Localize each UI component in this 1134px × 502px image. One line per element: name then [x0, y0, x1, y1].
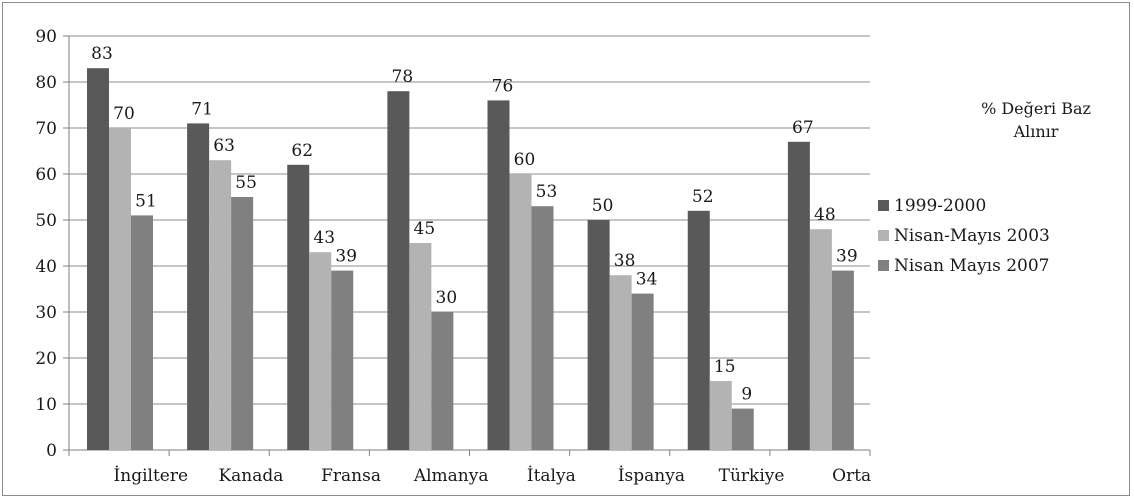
- data-label: 70: [113, 104, 135, 124]
- bar: [687, 210, 710, 450]
- data-label: 67: [792, 118, 814, 138]
- y-tick-label: 10: [35, 395, 57, 415]
- data-label: 34: [636, 270, 658, 290]
- bar: [131, 215, 153, 450]
- x-category-label: Orta: [832, 466, 871, 486]
- bar: [109, 128, 131, 450]
- data-label: 30: [436, 288, 458, 308]
- data-label: 55: [235, 173, 257, 193]
- data-label: 39: [836, 247, 858, 267]
- legend-label: Nisan Mayıs 2007: [894, 256, 1050, 276]
- legend-title-line-1: % Değeri Baz: [981, 99, 1091, 118]
- legend-layer: % Değeri Baz Alınır 1999-2000 Nisan-Mayıs…: [878, 99, 1091, 276]
- y-tick-label: 30: [35, 303, 57, 323]
- bar: [309, 252, 332, 450]
- legend-swatch: [878, 200, 889, 211]
- data-label: 51: [135, 191, 157, 211]
- data-label: 50: [592, 196, 614, 216]
- bar: [431, 312, 454, 450]
- bar: [387, 91, 410, 450]
- data-label: 43: [313, 228, 335, 248]
- bar: [231, 197, 254, 450]
- x-category-label: İspanya: [618, 465, 685, 486]
- x-category-label: Türkiye: [719, 466, 785, 486]
- data-label: 48: [814, 205, 836, 225]
- data-label: 62: [291, 141, 313, 161]
- bar: [587, 220, 610, 450]
- bar: [531, 206, 554, 450]
- data-label: 15: [714, 357, 736, 377]
- y-tick-label: 80: [35, 73, 57, 93]
- axis-layer: 0 10 20 30 40 50 60 70 80 90 İngiltere Kanada Fransa…: [35, 27, 871, 486]
- data-label: 53: [536, 182, 558, 202]
- data-label: 39: [335, 247, 357, 267]
- data-label: 76: [492, 76, 514, 96]
- bar: [831, 270, 854, 450]
- y-tick-label: 90: [35, 27, 57, 47]
- bar: [209, 160, 232, 450]
- y-tick-label: 40: [35, 257, 57, 277]
- bar: [809, 229, 832, 450]
- x-category-label: Kanada: [218, 466, 283, 486]
- data-label: 45: [414, 219, 436, 239]
- y-tick-label: 20: [35, 349, 57, 369]
- data-label: 52: [692, 187, 714, 207]
- legend-title-line-2: Alınır: [1013, 122, 1059, 141]
- legend-label: Nisan-Mayıs 2003: [894, 226, 1050, 246]
- x-category-label: İngiltere: [114, 465, 189, 486]
- bar: [631, 293, 654, 450]
- bar: [787, 141, 810, 451]
- bar-layer: [87, 68, 854, 451]
- bar: [509, 174, 532, 450]
- legend-swatch: [878, 230, 889, 241]
- bar: [287, 164, 310, 451]
- bar: [609, 275, 632, 450]
- data-label: 9: [741, 385, 752, 405]
- bar: [709, 381, 732, 450]
- legend-swatch: [878, 260, 889, 271]
- label-layer: 8370517163556243397845307660535038345215…: [91, 44, 858, 404]
- data-label: 38: [614, 251, 636, 271]
- chart-frame: 0 10 20 30 40 50 60 70 80 90 İngiltere Kanada Fransa…: [2, 2, 1130, 496]
- x-category-label: Almanya: [413, 466, 489, 486]
- bar: [331, 270, 354, 450]
- bar: [731, 408, 754, 450]
- x-category-label: Fransa: [321, 466, 381, 486]
- data-label: 83: [91, 44, 113, 64]
- bar: [187, 123, 210, 451]
- chart-svg: 0 10 20 30 40 50 60 70 80 90 İngiltere Kanada Fransa…: [35, 27, 1091, 486]
- bar: [87, 68, 109, 450]
- bar: [487, 100, 510, 451]
- y-tick-label: 0: [46, 441, 57, 461]
- y-tick-label: 50: [35, 211, 57, 231]
- data-label: 71: [191, 99, 213, 119]
- y-tick-label: 60: [35, 165, 57, 185]
- data-label: 63: [213, 136, 235, 156]
- y-tick-label: 70: [35, 119, 57, 139]
- x-category-label: İtalya: [527, 465, 576, 486]
- legend-label: 1999-2000: [894, 196, 986, 216]
- data-label: 78: [392, 67, 414, 87]
- data-label: 60: [514, 150, 536, 170]
- bar: [409, 243, 432, 450]
